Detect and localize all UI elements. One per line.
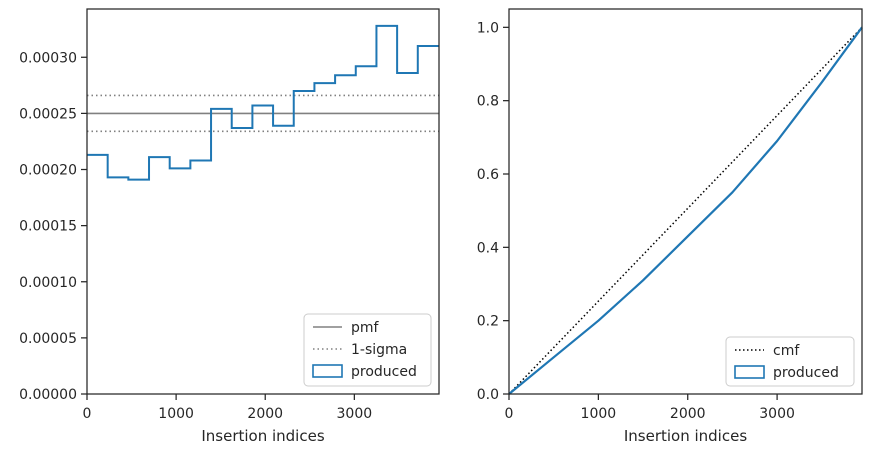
y-tick-label: 0.00010: [19, 275, 77, 291]
left-x-ticks: 0 1000 2000 3000: [83, 394, 373, 422]
left-y-ticks: 0.00000 0.00005 0.00010 0.00015 0.00020 0.000…: [19, 50, 87, 403]
y-tick-label: 0.2: [477, 314, 499, 330]
right-legend: cmf produced: [725, 336, 855, 387]
right-series: [508, 26, 863, 395]
legend-box: [725, 336, 855, 387]
left-x-axis-label: Insertion indices: [201, 427, 324, 445]
legend-label-produced: produced: [773, 365, 839, 381]
left-plot-frame: [86, 8, 440, 395]
y-tick-label: 0.8: [477, 94, 499, 110]
legend-box: [303, 313, 432, 387]
legend-label-1-sigma: 1-sigma: [351, 342, 407, 358]
right-x-ticks: 0 1000 2000 3000: [505, 394, 795, 422]
legend-label-pmf: pmf: [351, 320, 380, 336]
legend-handle-produced: [734, 365, 765, 379]
legend-label-cmf: cmf: [773, 343, 800, 359]
y-tick-label: 1.0: [477, 20, 499, 36]
left-chart: 0 1000 2000 3000 0.000000.000050.000100.000…: [19, 8, 440, 445]
legend-handle-produced: [312, 364, 343, 378]
x-tick-label: 0: [505, 406, 514, 422]
x-tick-label: 1000: [158, 406, 194, 422]
y-tick-label: 0.00020: [19, 163, 77, 179]
x-tick-label: 2000: [247, 406, 283, 422]
y-tick-label: 0.0: [477, 387, 499, 403]
y-tick-label: 0.4: [477, 240, 499, 256]
y-tick-label: 0.00025: [19, 106, 77, 122]
y-tick-label: 0.00000: [19, 387, 77, 403]
x-tick-label: 0: [83, 406, 92, 422]
y-tick-label: 0.00030: [19, 50, 77, 66]
y-tick-label: 0.00015: [19, 219, 77, 235]
x-tick-label: 1000: [581, 406, 617, 422]
reference-lines: [87, 94, 439, 133]
legend-label-produced: produced: [351, 364, 417, 380]
x-tick-label: 2000: [670, 406, 706, 422]
y-tick-label: 0.00005: [19, 331, 77, 347]
left-legend: pmf 1-sigma produced: [303, 313, 432, 387]
right-plot-frame: [508, 8, 863, 395]
x-tick-label: 3000: [759, 406, 795, 422]
y-tick-label: 0.6: [477, 167, 499, 183]
series-produced: [508, 26, 863, 395]
series-cmf: [508, 26, 863, 395]
produced-step-series: [87, 24, 439, 181]
right-chart: 0 1000 2000 3000 0.0 0.2 0.4 0.6 0.8 1.0 Inserti…: [477, 8, 863, 445]
right-y-ticks: 0.0 0.2 0.4 0.6 0.8 1.0: [477, 20, 509, 403]
x-tick-label: 3000: [337, 406, 373, 422]
right-x-axis-label: Insertion indices: [624, 427, 747, 445]
